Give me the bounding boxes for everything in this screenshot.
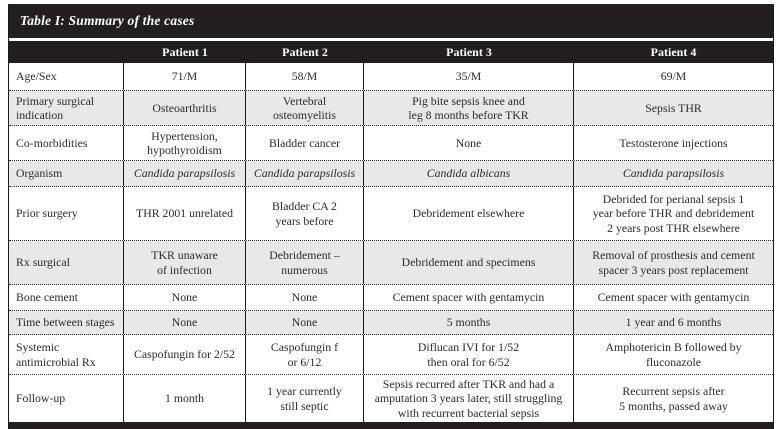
table-row: Primary surgical indication Osteoarthrit… bbox=[9, 91, 773, 126]
table-cell: Removal of prosthesis and cement spacer … bbox=[592, 248, 755, 277]
column-header-patient-3: Patient 3 bbox=[446, 44, 492, 59]
table-cell: 1 year currently still septic bbox=[246, 375, 364, 423]
column-header-patient-2: Patient 2 bbox=[282, 44, 328, 59]
table-cell: None bbox=[124, 311, 246, 334]
table-row: Follow-up 1 month 1 year currently still… bbox=[9, 375, 773, 423]
table-row: Time between stages None None 5 months 1… bbox=[9, 311, 773, 335]
table-bottom-rule bbox=[9, 422, 773, 429]
table-cell: Osteoarthritis bbox=[124, 91, 246, 125]
table-cell: Debridement – numerous bbox=[246, 241, 364, 284]
table-cell: Hypertension, hypothyroidism bbox=[124, 126, 246, 160]
table-body: Age/Sex 71/M 58/M 35/M 69/M Primary surg… bbox=[9, 63, 773, 423]
table-cell: Cement spacer with gentamycin bbox=[364, 285, 574, 310]
table-cell: 69/M bbox=[660, 69, 687, 84]
table-row: Bone cement None None Cement spacer with… bbox=[9, 285, 773, 311]
table-cell: THR 2001 unrelated bbox=[124, 187, 246, 240]
table-cell: Recurrent sepsis after 5 months, passed … bbox=[619, 384, 728, 413]
table-row: Co-morbidities Hypertension, hypothyroid… bbox=[9, 126, 773, 161]
table-cell: Amphotericin B followed by fluconazole bbox=[605, 340, 742, 369]
table-cell: TKR unaware of infection bbox=[124, 241, 246, 284]
table-cell: Testosterone injections bbox=[619, 135, 728, 150]
row-label: Follow-up bbox=[9, 375, 124, 423]
row-label: Co-morbidities bbox=[9, 126, 124, 160]
table-cell: None bbox=[364, 126, 574, 160]
table-cell: Bladder CA 2 years before bbox=[246, 187, 364, 240]
table-cell: 1 year and 6 months bbox=[625, 315, 722, 330]
column-header-patient-1: Patient 1 bbox=[162, 44, 208, 59]
table-row: Systemic antimicrobial Rx Caspofungin fo… bbox=[9, 335, 773, 375]
table-cell: Candida parapsilosis bbox=[124, 161, 246, 186]
table-cell: 58/M bbox=[246, 63, 364, 90]
table-cell: Candida parapsilosis bbox=[246, 161, 364, 186]
table-row: Age/Sex 71/M 58/M 35/M 69/M bbox=[9, 63, 773, 91]
table-cell: Caspofungin for 2/52 bbox=[124, 335, 246, 374]
table-title: Table I: Summary of the cases bbox=[20, 13, 195, 28]
table-row: Rx surgical TKR unaware of infection Deb… bbox=[9, 241, 773, 285]
table-cell: 1 month bbox=[124, 375, 246, 423]
table-cell: Caspofungin f or 6/12 bbox=[246, 335, 364, 374]
table-cell: 35/M bbox=[364, 63, 574, 90]
column-header-patient-4: Patient 4 bbox=[650, 44, 697, 59]
table-cell: None bbox=[246, 311, 364, 334]
row-label: Primary surgical indication bbox=[9, 91, 124, 125]
row-label: Age/Sex bbox=[9, 63, 124, 90]
table-cell: Pig bite sepsis knee and leg 8 months be… bbox=[364, 91, 574, 125]
table-cell: Sepsis THR bbox=[645, 100, 702, 115]
table-cell: 5 months bbox=[364, 311, 574, 334]
table-cell: 71/M bbox=[124, 63, 246, 90]
table-cell: Diflucan IVI for 1/52 then oral for 6/52 bbox=[364, 335, 574, 374]
table-row: Organism Candida parapsilosis Candida pa… bbox=[9, 161, 773, 187]
row-label: Prior surgery bbox=[9, 187, 124, 240]
row-label: Bone cement bbox=[9, 285, 124, 310]
table-cell: Cement spacer with gentamycin bbox=[597, 290, 750, 305]
row-label: Systemic antimicrobial Rx bbox=[9, 335, 124, 374]
row-label: Rx surgical bbox=[9, 241, 124, 284]
summary-table: Table I: Summary of the cases Patient 1 … bbox=[8, 4, 774, 429]
table-cell: Bladder cancer bbox=[246, 126, 364, 160]
table-cell: Sepsis recurred after TKR and had a ampu… bbox=[364, 375, 574, 423]
table-row: Prior surgery THR 2001 unrelated Bladder… bbox=[9, 187, 773, 241]
table-title-bar: Table I: Summary of the cases bbox=[9, 4, 773, 38]
title-separator bbox=[9, 38, 773, 41]
table-cell: Candida albicans bbox=[364, 161, 574, 186]
table-cell: None bbox=[246, 285, 364, 310]
table-cell: Vertebral osteomyelitis bbox=[246, 91, 364, 125]
table-cell: None bbox=[124, 285, 246, 310]
table-cell: Debrided for perianal sepsis 1 year befo… bbox=[592, 191, 755, 235]
table-header-row: Patient 1 Patient 2 Patient 3 Patient 4 bbox=[9, 41, 773, 63]
row-label: Organism bbox=[9, 161, 124, 186]
table-cell: Debridement and specimens bbox=[364, 241, 574, 284]
row-label: Time between stages bbox=[9, 311, 124, 334]
column-header-blank bbox=[9, 41, 124, 63]
table-cell: Debridement elsewhere bbox=[364, 187, 574, 240]
table-cell: Candida parapsilosis bbox=[622, 166, 725, 181]
